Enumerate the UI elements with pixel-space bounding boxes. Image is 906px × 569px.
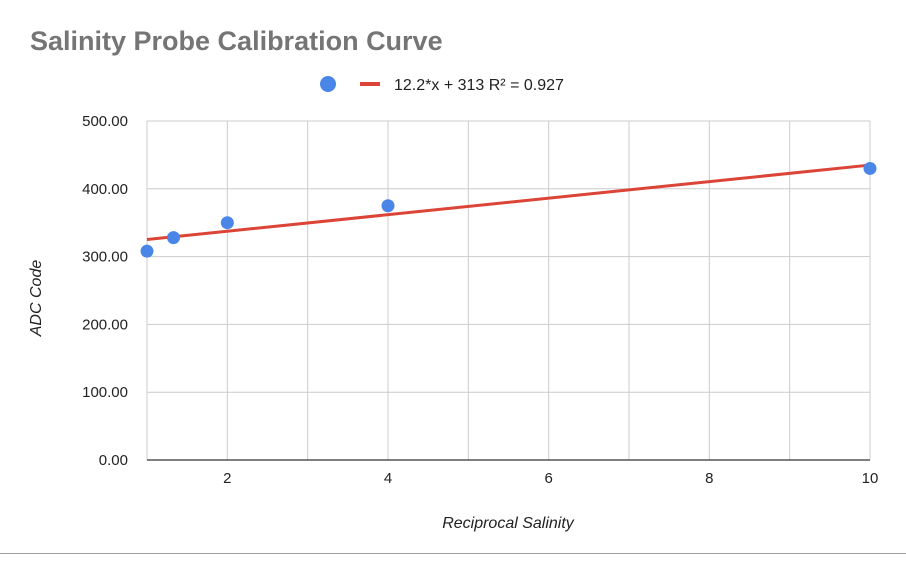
y-tick-label: 400.00 [82, 181, 128, 198]
y-tick-label: 300.00 [82, 249, 128, 266]
x-tick-label: 2 [223, 470, 231, 487]
data-point [863, 161, 877, 175]
y-tick-label: 200.00 [82, 316, 128, 333]
x-tick-label: 8 [705, 470, 713, 487]
data-point [381, 199, 395, 213]
legend: 12.2*x + 313 R² = 0.927 [320, 76, 564, 94]
trendline-layer [146, 163, 871, 242]
chart-title: Salinity Probe Calibration Curve [30, 26, 443, 56]
data-point [220, 216, 234, 230]
legend-scatter-marker [320, 76, 336, 92]
data-point [167, 231, 181, 245]
gridlines [146, 120, 871, 460]
y-tick-label: 100.00 [82, 384, 128, 401]
data-point [140, 244, 154, 258]
x-axis-title: Reciprocal Salinity [442, 515, 575, 532]
x-tick-label: 6 [544, 470, 552, 487]
y-tick-label: 0.00 [99, 452, 128, 469]
data-points [140, 161, 877, 258]
axes: 0.00 100.00 200.00 300.00 400.00 500.00 2 4 6 8 10 [82, 113, 878, 487]
y-axis-title: ADC Code [28, 260, 45, 338]
legend-trendline-label: 12.2*x + 313 R² = 0.927 [394, 77, 564, 94]
y-tick-label: 500.00 [82, 113, 128, 130]
trendline [146, 163, 871, 242]
bottom-divider [0, 553, 906, 554]
x-tick-label: 4 [384, 470, 392, 487]
x-tick-label: 10 [862, 470, 879, 487]
